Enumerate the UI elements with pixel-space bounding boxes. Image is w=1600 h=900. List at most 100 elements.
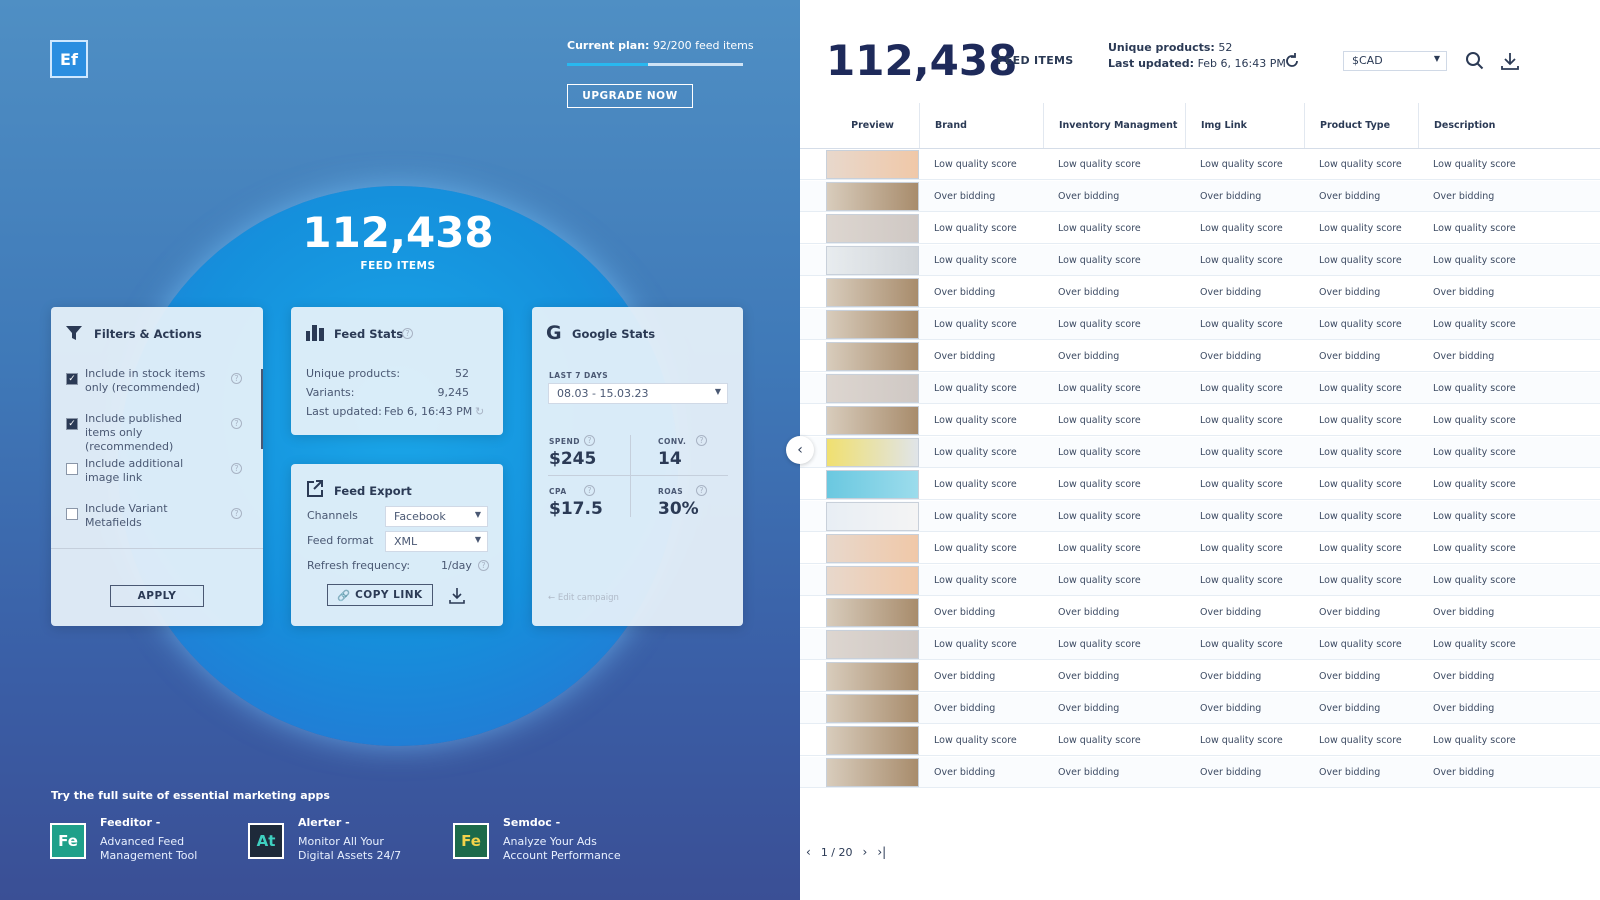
preview-thumb[interactable] <box>826 310 919 339</box>
upgrade-button[interactable]: UPGRADE NOW <box>567 84 693 108</box>
table-cell: Low quality score <box>1319 159 1402 170</box>
next-page[interactable]: › <box>862 845 868 859</box>
preview-thumb[interactable] <box>826 694 919 723</box>
table-cell: Low quality score <box>1433 447 1516 458</box>
filter-icon <box>66 326 82 340</box>
app-icon[interactable]: Fe <box>453 823 489 859</box>
preview-thumb[interactable] <box>826 502 919 531</box>
refresh-icon[interactable] <box>1283 52 1301 70</box>
plan-label: Current plan: <box>567 39 650 52</box>
help-icon[interactable]: ? <box>696 485 707 496</box>
format-select[interactable]: XML ▼ <box>385 531 488 552</box>
table-cell: Low quality score <box>934 511 1017 522</box>
table-cell: Over bidding <box>1200 287 1262 298</box>
table-cell: Low quality score <box>1200 735 1283 746</box>
last-page[interactable]: ›| <box>877 845 887 859</box>
preview-thumb[interactable] <box>826 406 919 435</box>
preview-thumb[interactable] <box>826 278 919 307</box>
table-cell: Over bidding <box>1319 767 1381 778</box>
search-icon[interactable] <box>1465 51 1485 71</box>
checkbox[interactable]: ✓ <box>66 373 78 385</box>
copy-link-button[interactable]: 🔗 COPY LINK <box>327 584 433 606</box>
app-logo[interactable]: Ef <box>50 40 88 78</box>
table-cell: Over bidding <box>1319 287 1381 298</box>
left-panel: Ef Current plan: 92/200 feed items UPGRA… <box>0 0 800 900</box>
preview-thumb[interactable] <box>826 374 919 403</box>
table-cell: Over bidding <box>1433 607 1495 618</box>
plan-progress <box>567 63 743 66</box>
period-select[interactable]: 08.03 - 15.03.23 ▼ <box>548 383 728 404</box>
collapse-button[interactable]: ‹ <box>786 436 814 464</box>
help-icon[interactable]: ? <box>584 435 595 446</box>
help-icon[interactable]: ? <box>696 435 707 446</box>
column-header[interactable]: Inventory Managment <box>1043 103 1185 148</box>
preview-thumb[interactable] <box>826 150 919 179</box>
table-cell: Low quality score <box>1058 319 1141 330</box>
channels-select[interactable]: Facebook ▼ <box>385 506 488 527</box>
column-header[interactable]: Img Link <box>1185 103 1304 148</box>
preview-thumb[interactable] <box>826 726 919 755</box>
preview-thumb[interactable] <box>826 246 919 275</box>
stat-label: Last updated: <box>306 405 382 418</box>
checkbox[interactable] <box>66 463 78 475</box>
column-header[interactable]: Brand <box>919 103 1043 148</box>
checkbox[interactable]: ✓ <box>66 418 78 430</box>
preview-thumb[interactable] <box>826 758 919 787</box>
plan-progress-fill <box>567 63 648 66</box>
preview-thumb[interactable] <box>826 342 919 371</box>
help-icon[interactable]: ? <box>584 485 595 496</box>
preview-thumb[interactable] <box>826 534 919 563</box>
help-icon[interactable]: ? <box>402 328 413 339</box>
divider <box>630 435 631 517</box>
refresh-icon[interactable]: ↻ <box>475 405 485 418</box>
download-icon[interactable] <box>1500 51 1520 71</box>
app-icon[interactable]: Fe <box>50 823 86 859</box>
help-icon[interactable]: ? <box>478 560 489 571</box>
help-icon[interactable]: ? <box>231 463 242 474</box>
table-cell: Low quality score <box>934 575 1017 586</box>
preview-thumb[interactable] <box>826 598 919 627</box>
table-cell: Over bidding <box>1433 287 1495 298</box>
prev-page[interactable]: ‹ <box>806 845 811 859</box>
table-cell: Over bidding <box>1319 703 1381 714</box>
preview-thumb[interactable] <box>826 214 919 243</box>
column-header[interactable]: Product Type <box>1304 103 1418 148</box>
row-bg <box>800 309 1600 340</box>
bar-icon <box>306 325 324 341</box>
currency-select[interactable]: $CAD ▼ <box>1343 51 1447 71</box>
unique-value: 52 <box>1218 41 1233 54</box>
channels-label: Channels <box>307 509 358 522</box>
preview-thumb[interactable] <box>826 182 919 211</box>
apply-button[interactable]: APPLY <box>110 585 204 607</box>
app-icon[interactable]: At <box>248 823 284 859</box>
help-icon[interactable]: ? <box>231 418 242 429</box>
table-cell: Low quality score <box>1058 479 1141 490</box>
row-bg <box>800 757 1600 788</box>
preview-thumb[interactable] <box>826 470 919 499</box>
edit-campaign[interactable]: ← Edit campaign <box>548 593 619 603</box>
preview-thumb[interactable] <box>826 630 919 659</box>
preview-thumb[interactable] <box>826 438 919 467</box>
page-indicator: 1 / 20 <box>820 845 853 859</box>
table-cell: Over bidding <box>934 703 996 714</box>
table-cell: Low quality score <box>1433 735 1516 746</box>
preview-thumb[interactable] <box>826 662 919 691</box>
format-label: Feed format <box>307 534 374 547</box>
column-header[interactable]: Description <box>1418 103 1600 148</box>
row-bg <box>800 277 1600 308</box>
app-desc: Analyze Your Ads <box>503 835 597 848</box>
preview-thumb[interactable] <box>826 566 919 595</box>
table-cell: Low quality score <box>1058 255 1141 266</box>
column-header[interactable]: Preview <box>851 120 894 131</box>
table-cell: Low quality score <box>934 639 1017 650</box>
table-cell: Over bidding <box>1058 671 1120 682</box>
row-bg <box>800 533 1600 564</box>
download-icon[interactable] <box>448 586 466 604</box>
help-icon[interactable]: ? <box>231 508 242 519</box>
help-icon[interactable]: ? <box>231 373 242 384</box>
period-value: 08.03 - 15.03.23 <box>557 387 649 400</box>
checkbox[interactable] <box>66 508 78 520</box>
app-desc: Monitor All Your <box>298 835 384 848</box>
table-cell: Low quality score <box>1433 575 1516 586</box>
